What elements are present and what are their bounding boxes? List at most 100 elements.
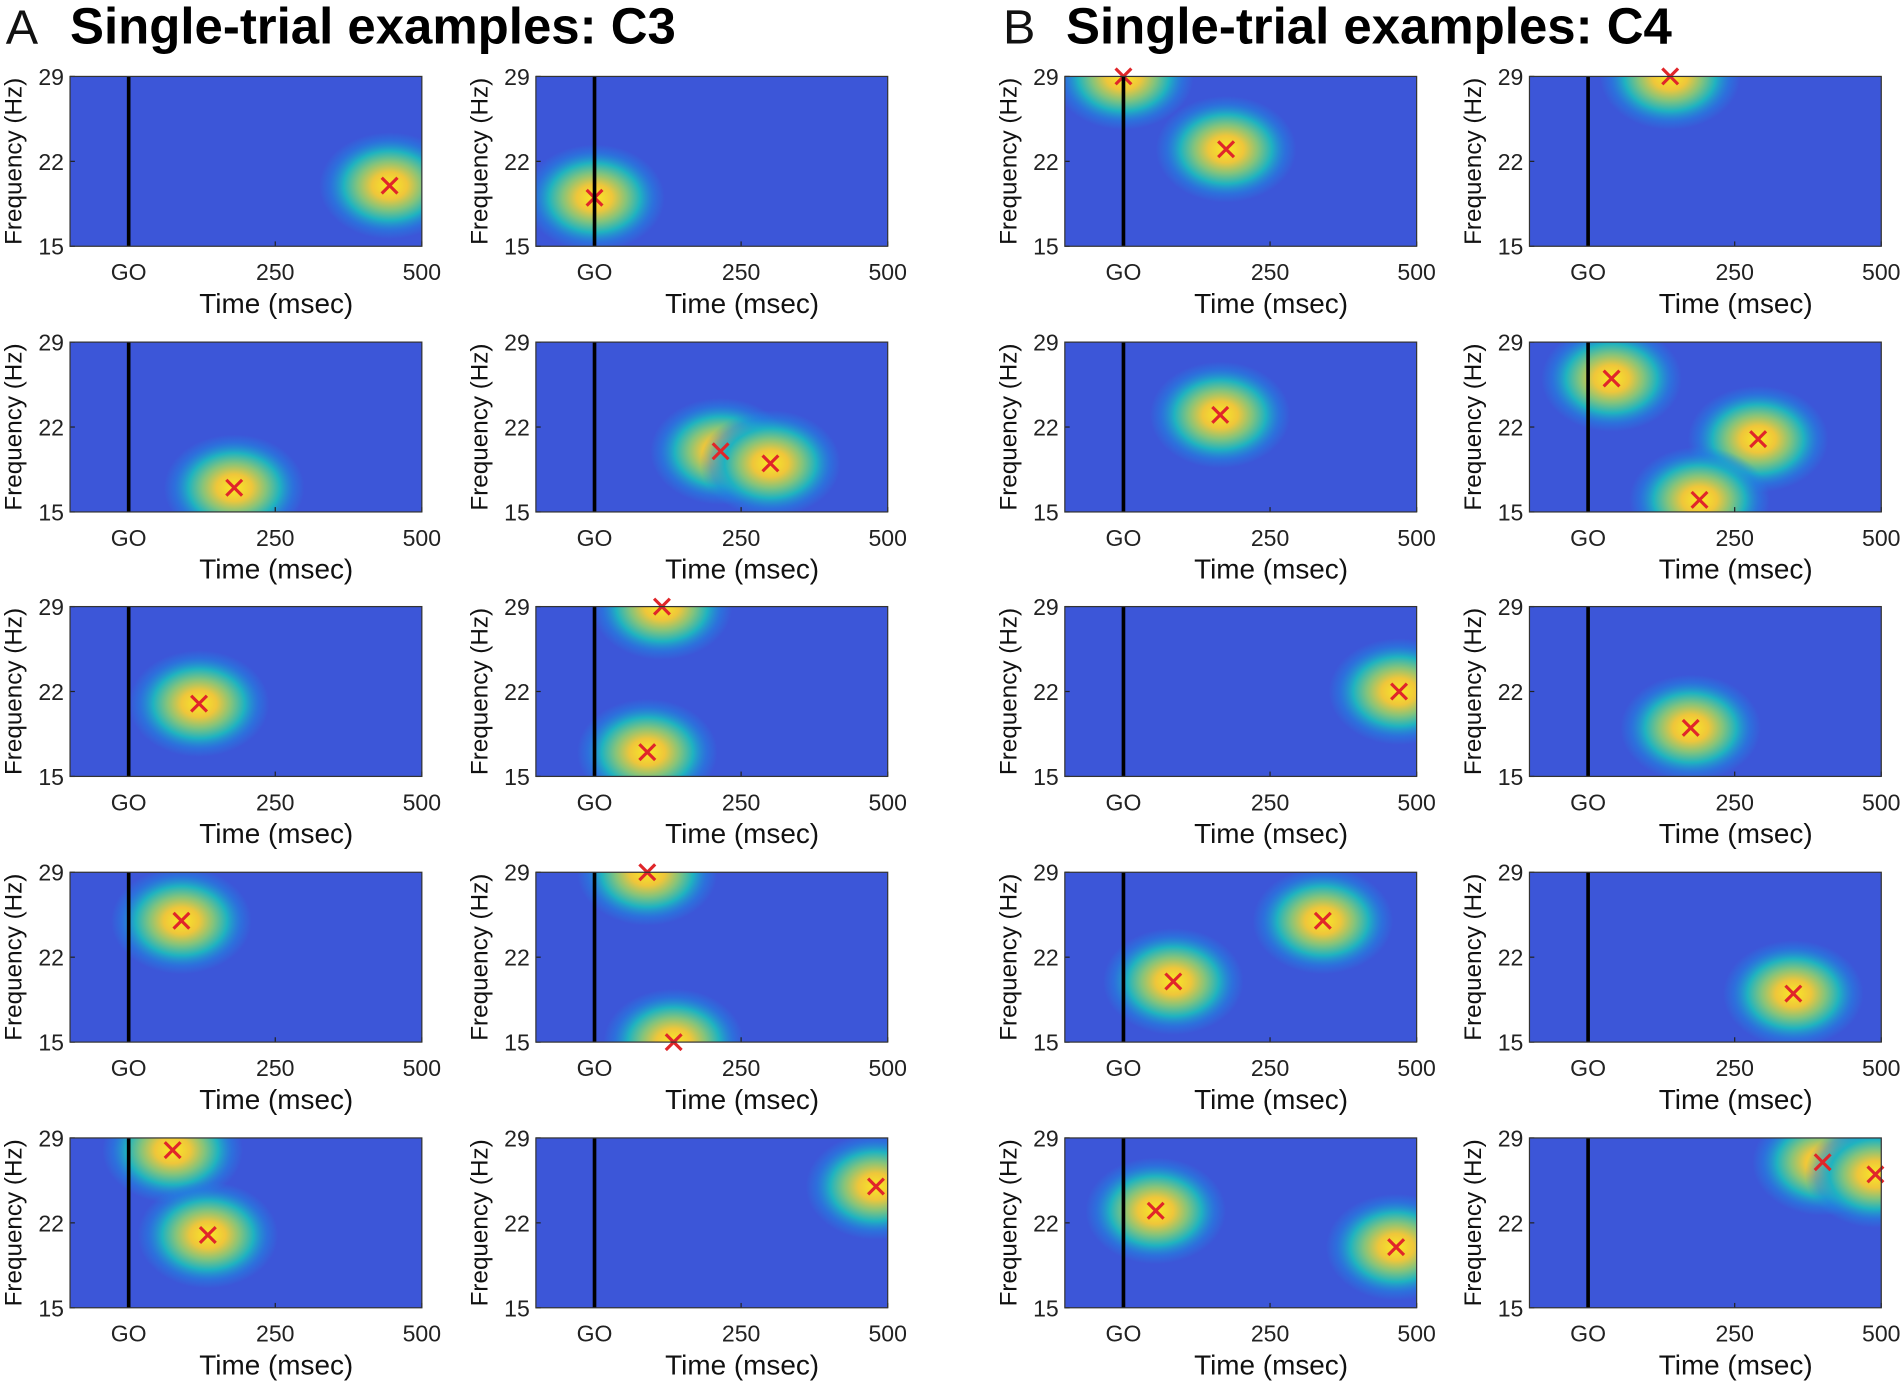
x-axis-label: Time (msec) — [199, 554, 353, 585]
x-tick-label: 500 — [868, 525, 906, 551]
x-tick-label: 250 — [256, 1321, 294, 1347]
y-axis-label: Frequency (Hz) — [995, 608, 1022, 775]
x-tick-label: 500 — [1862, 789, 1900, 815]
y-tick-label: 15 — [504, 764, 530, 790]
y-axis-label: Frequency (Hz) — [1460, 874, 1487, 1041]
chart-panel: GO 250 500 15 22 29 Time (msec) Frequency (Hz) — [466, 1125, 907, 1380]
power-blob — [1064, 76, 1194, 130]
y-tick-label: 15 — [1033, 234, 1059, 260]
x-tick-label: 250 — [1251, 1055, 1289, 1081]
x-tick-label: 250 — [1715, 525, 1753, 551]
x-tick-label: 500 — [1862, 1321, 1900, 1347]
peak-marker — [1784, 984, 1803, 1003]
chart-panel: GO 250 500 15 22 29 Time (msec) Frequency (Hz) — [1460, 330, 1901, 585]
y-tick-label: 15 — [504, 499, 530, 525]
panel-title: Single-trial examples: C4 — [1066, 0, 1672, 55]
x-axis-label: Time (msec) — [199, 1084, 353, 1115]
chart-panel: GO 250 500 15 22 29 Time (msec) Frequency (Hz) — [466, 860, 907, 1115]
x-tick-label: GO — [577, 525, 613, 551]
x-tick-label: 500 — [1862, 259, 1900, 285]
y-tick-label: 29 — [1033, 594, 1059, 620]
x-tick-label: 250 — [1251, 1321, 1289, 1347]
x-tick-label: GO — [577, 1321, 613, 1347]
y-axis-label: Frequency (Hz) — [466, 78, 493, 245]
peak-marker — [1749, 430, 1768, 449]
y-tick-label: 15 — [1498, 764, 1524, 790]
y-tick-label: 15 — [1033, 499, 1059, 525]
x-axis-label: Time (msec) — [1194, 1350, 1348, 1381]
peak-marker — [380, 176, 399, 195]
power-blob — [1252, 872, 1394, 975]
x-tick-label: GO — [111, 789, 147, 815]
peak-marker — [1387, 1238, 1406, 1257]
x-tick-label: 250 — [1251, 789, 1289, 815]
x-tick-label: GO — [111, 1055, 147, 1081]
x-tick-label: GO — [1106, 1055, 1142, 1081]
plot-frame — [1064, 1137, 1418, 1309]
peak-marker — [1313, 911, 1332, 930]
x-tick-label: 250 — [722, 259, 760, 285]
y-tick-label: 22 — [38, 679, 64, 705]
plot-frame — [69, 605, 423, 778]
x-tick-label: 500 — [868, 789, 906, 815]
x-tick-label: 500 — [1397, 1321, 1435, 1347]
x-tick-label: GO — [1106, 789, 1142, 815]
plot-frame — [535, 605, 889, 778]
y-tick-label: 22 — [38, 149, 64, 175]
x-axis-label: Time (msec) — [665, 288, 819, 319]
x-axis-label: Time (msec) — [1194, 818, 1348, 849]
peak-marker — [1146, 1201, 1165, 1220]
y-axis-label: Frequency (Hz) — [466, 874, 493, 1041]
x-tick-label: 500 — [868, 1321, 906, 1347]
peak-marker — [1681, 718, 1700, 737]
x-axis-label: Time (msec) — [665, 1084, 819, 1115]
y-tick-label: 29 — [1498, 64, 1524, 90]
y-tick-label: 22 — [1033, 149, 1059, 175]
chart-panel: GO 250 500 15 22 29 Time (msec) Frequency (Hz) — [1460, 64, 1901, 319]
peak-marker — [638, 743, 657, 762]
power-blob — [1620, 674, 1762, 777]
plot-frame — [535, 75, 889, 247]
y-axis-label: Frequency (Hz) — [1, 343, 28, 510]
x-tick-label: 250 — [1715, 1055, 1753, 1081]
y-tick-label: 15 — [38, 1295, 64, 1321]
y-axis-label: Frequency (Hz) — [1460, 343, 1487, 510]
x-tick-label: 250 — [1715, 1321, 1753, 1347]
x-tick-label: GO — [1570, 525, 1606, 551]
x-tick-label: GO — [1106, 525, 1142, 551]
peak-marker — [1164, 972, 1183, 991]
x-tick-label: 250 — [722, 1321, 760, 1347]
plot-frame — [1064, 341, 1418, 513]
chart-panel: GO 250 500 15 22 29 Time (msec) Frequency (Hz) — [995, 330, 1436, 585]
y-tick-label: 15 — [1033, 764, 1059, 790]
x-tick-label: 500 — [1397, 1055, 1435, 1081]
y-axis-label: Frequency (Hz) — [995, 78, 1022, 245]
y-tick-label: 29 — [1498, 594, 1524, 620]
y-tick-label: 22 — [1033, 679, 1059, 705]
y-tick-label: 29 — [504, 1125, 530, 1151]
x-axis-label: Time (msec) — [1659, 288, 1813, 319]
x-tick-label: GO — [577, 789, 613, 815]
y-tick-label: 15 — [38, 764, 64, 790]
x-tick-label: 500 — [403, 1321, 441, 1347]
y-tick-label: 29 — [1033, 64, 1059, 90]
peak-marker — [1390, 682, 1409, 701]
x-tick-label: 500 — [403, 1055, 441, 1081]
y-tick-label: 22 — [504, 1210, 530, 1236]
x-tick-label: 250 — [722, 1055, 760, 1081]
y-tick-label: 15 — [1498, 1295, 1524, 1321]
peak-marker — [866, 1177, 885, 1196]
peak-marker — [761, 454, 780, 473]
y-tick-label: 29 — [504, 594, 530, 620]
y-tick-label: 29 — [38, 860, 64, 886]
plot-frame — [1064, 605, 1418, 778]
power-blob — [591, 606, 733, 660]
x-tick-label: 250 — [1715, 789, 1753, 815]
plot-frame — [1528, 605, 1882, 778]
power-blob — [1325, 1193, 1417, 1301]
x-tick-label: 250 — [256, 789, 294, 815]
x-axis-label: Time (msec) — [665, 818, 819, 849]
chart-panel: GO 250 500 15 22 29 Time (msec) Frequency (Hz) — [995, 1125, 1436, 1381]
